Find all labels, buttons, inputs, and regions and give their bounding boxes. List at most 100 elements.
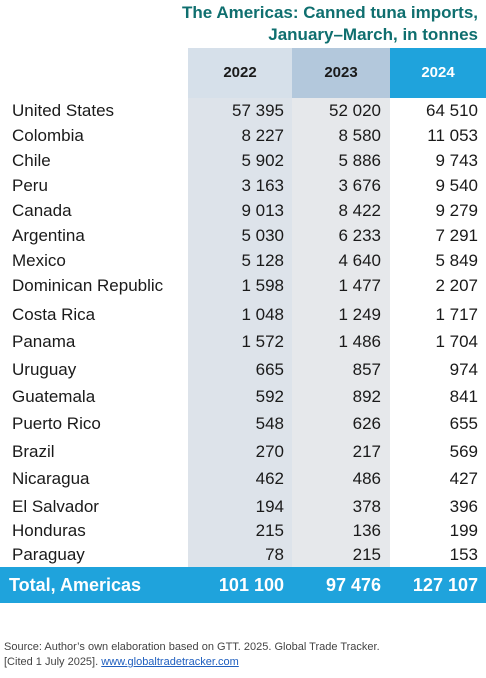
value-cell-2023: 892 (352, 387, 381, 406)
value-cell-2023: 52 020 (329, 101, 381, 120)
column-header-2022: 2022 (188, 48, 292, 98)
value-cell-2023: 1 486 (338, 332, 381, 351)
value-cell-2022: 194 (255, 497, 284, 516)
country-cell: Canada (12, 201, 72, 220)
value-cell-2022: 665 (255, 360, 284, 379)
source-line-2: [Cited 1 July 2025]. www.globaltradetrac… (4, 655, 380, 670)
table-row: Puerto Rico 548 626 655 (0, 411, 486, 436)
value-cell-2024: 1 717 (435, 305, 478, 324)
column-2023-background (292, 48, 390, 567)
table-row: Canada 9 013 8 422 9 279 (0, 198, 486, 223)
value-cell-2024: 11 053 (427, 126, 478, 145)
value-cell-2023: 378 (352, 497, 381, 516)
total-2023: 97 476 (325, 575, 381, 595)
table-row: Nicaragua 462 486 427 (0, 466, 486, 491)
value-cell-2023: 136 (352, 521, 381, 540)
value-cell-2024: 199 (449, 521, 478, 540)
country-cell: Chile (12, 151, 51, 170)
value-cell-2022: 1 048 (241, 305, 284, 324)
value-cell-2022: 3 163 (241, 176, 284, 195)
value-cell-2024: 655 (449, 414, 478, 433)
value-cell-2023: 217 (352, 442, 381, 461)
value-cell-2022: 5 128 (241, 251, 284, 270)
value-cell-2024: 974 (449, 360, 478, 379)
country-cell: El Salvador (12, 497, 99, 516)
country-cell: Dominican Republic (12, 276, 164, 295)
column-2022-background (188, 48, 292, 567)
total-label: Total, Americas (9, 575, 142, 595)
country-cell: Peru (12, 176, 48, 195)
value-cell-2023: 486 (352, 469, 381, 488)
value-cell-2024: 841 (449, 387, 478, 406)
value-cell-2024: 569 (449, 442, 478, 461)
country-cell: Costa Rica (12, 305, 96, 324)
value-cell-2022: 5 030 (241, 226, 284, 245)
country-cell: United States (12, 101, 115, 120)
country-cell: Uruguay (12, 360, 77, 379)
value-cell-2023: 8 580 (338, 126, 381, 145)
value-cell-2022: 5 902 (241, 151, 284, 170)
country-cell: Brazil (12, 442, 55, 461)
table-row: Costa Rica 1 048 1 249 1 717 (0, 302, 486, 327)
value-cell-2023: 6 233 (338, 226, 381, 245)
value-cell-2022: 462 (255, 469, 284, 488)
value-cell-2024: 153 (449, 545, 478, 564)
country-cell: Mexico (12, 251, 66, 270)
country-cell: Panama (12, 332, 76, 351)
value-cell-2022: 8 227 (241, 126, 284, 145)
country-cell: Colombia (12, 126, 84, 145)
column-header-2023: 2023 (292, 48, 390, 98)
column-2024-background (390, 48, 486, 567)
value-cell-2024: 9 743 (435, 151, 478, 170)
source-link[interactable]: www.globaltradetracker.com (101, 656, 239, 668)
value-cell-2022: 270 (255, 442, 284, 461)
table-row: Chile 5 902 5 886 9 743 (0, 148, 486, 173)
value-cell-2022: 1 598 (241, 276, 284, 295)
table-row: Peru 3 163 3 676 9 540 (0, 173, 486, 198)
table-title: The Americas: Canned tuna imports, Janua… (8, 2, 478, 46)
country-cell: Puerto Rico (12, 414, 101, 433)
country-cell: Nicaragua (12, 469, 90, 488)
source-line-2-prefix: [Cited 1 July 2025]. (4, 656, 102, 668)
value-cell-2023: 626 (352, 414, 381, 433)
table-row: Argentina 5 030 6 233 7 291 (0, 223, 486, 248)
column-header-2024: 2024 (390, 48, 486, 98)
source-note: Source: Author’s own elaboration based o… (4, 640, 380, 670)
value-cell-2023: 3 676 (338, 176, 381, 195)
value-cell-2023: 4 640 (338, 251, 381, 270)
value-cell-2024: 9 279 (435, 201, 478, 220)
country-cell: Argentina (12, 226, 85, 245)
total-2024: 127 107 (412, 575, 478, 595)
table-row: Dominican Republic 1 598 1 477 2 207 (0, 273, 486, 298)
country-cell: Honduras (12, 521, 86, 540)
table-row: Mexico 5 128 4 640 5 849 (0, 248, 486, 273)
country-cell: Guatemala (12, 387, 96, 406)
title-line-2: January–March, in tonnes (268, 25, 478, 44)
value-cell-2022: 592 (255, 387, 284, 406)
table-row: Panama 1 572 1 486 1 704 (0, 329, 486, 354)
table-row: Brazil 270 217 569 (0, 439, 486, 464)
value-cell-2023: 8 422 (338, 201, 381, 220)
table-row: Paraguay 78 215 153 (0, 542, 486, 567)
value-cell-2024: 64 510 (426, 101, 478, 120)
value-cell-2024: 9 540 (435, 176, 478, 195)
value-cell-2023: 215 (352, 545, 381, 564)
value-cell-2022: 78 (265, 545, 284, 564)
total-2022: 101 100 (218, 575, 284, 595)
value-cell-2024: 396 (449, 497, 478, 516)
value-cell-2024: 7 291 (435, 226, 478, 245)
table-row: Uruguay 665 857 974 (0, 357, 486, 382)
table-row: Honduras 215 136 199 (0, 518, 486, 543)
table-row: El Salvador 194 378 396 (0, 494, 486, 519)
country-cell: Paraguay (12, 545, 85, 564)
value-cell-2024: 2 207 (435, 276, 478, 295)
value-cell-2022: 57 395 (232, 101, 284, 120)
value-cell-2022: 9 013 (241, 201, 284, 220)
table-row: Guatemala 592 892 841 (0, 384, 486, 409)
value-cell-2022: 548 (255, 414, 284, 433)
value-cell-2023: 1 477 (338, 276, 381, 295)
title-line-1: The Americas: Canned tuna imports, (182, 3, 478, 22)
value-cell-2022: 215 (255, 521, 284, 540)
value-cell-2023: 5 886 (338, 151, 381, 170)
source-line-1: Source: Author’s own elaboration based o… (4, 641, 380, 653)
